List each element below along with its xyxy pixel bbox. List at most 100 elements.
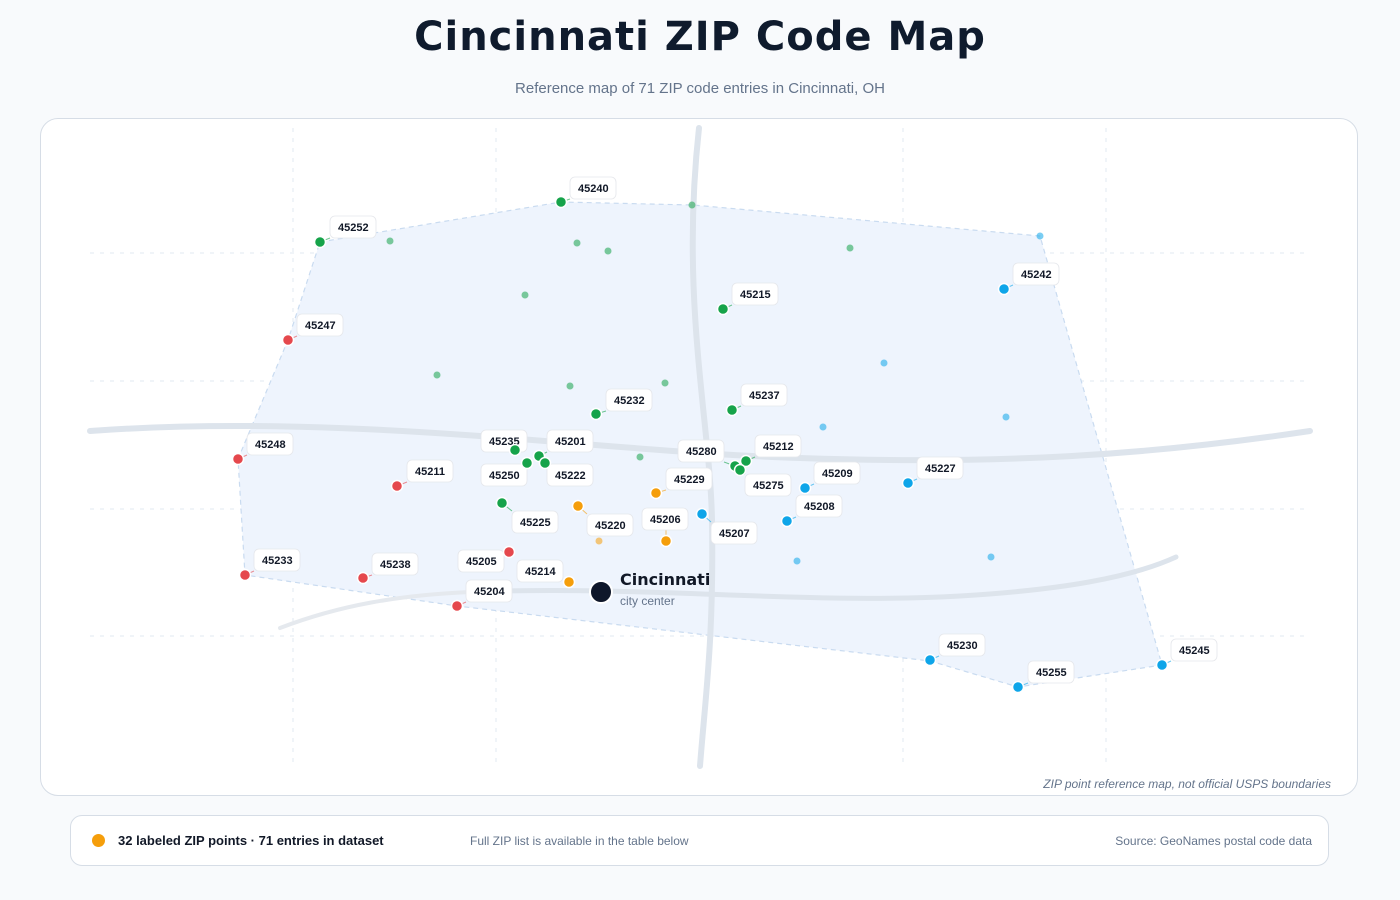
zip-label: 45255: [1036, 667, 1067, 679]
minor-zip-dot: [1036, 232, 1044, 240]
zip-label: 45220: [595, 520, 626, 532]
zip-point-45247[interactable]: [281, 333, 295, 347]
zip-point-45233[interactable]: [238, 568, 252, 582]
zip-label-box: [371, 552, 419, 576]
zip-label-box: [546, 429, 594, 453]
minor-zip-dot: [386, 237, 394, 245]
zip-label-box: [813, 461, 861, 485]
legend-dot-icon: [92, 834, 105, 847]
zip-point-45250[interactable]: [520, 456, 534, 470]
legend-bar: 32 labeled ZIP points · 71 entries in da…: [70, 815, 1329, 866]
zip-label-box: [754, 434, 802, 458]
zip-point-45238[interactable]: [356, 571, 370, 585]
city-center-caption: city center: [620, 594, 675, 608]
zip-point-45207[interactable]: [695, 507, 709, 521]
minor-zip-dot: [636, 453, 644, 461]
zip-label: 45242: [1021, 269, 1052, 281]
zip-label-box: [546, 463, 594, 487]
page-title: Cincinnati ZIP Code Map: [414, 14, 986, 60]
zip-point-45230[interactable]: [923, 653, 937, 667]
minor-zip-dot: [433, 371, 441, 379]
zip-point-45220[interactable]: [571, 499, 585, 513]
zip-label-box: [1170, 638, 1218, 662]
zip-label-box: [938, 633, 986, 657]
minor-zip-dot: [573, 239, 581, 247]
zip-point-45222[interactable]: [538, 456, 552, 470]
zip-point-45237[interactable]: [725, 403, 739, 417]
zip-label-box: [731, 282, 779, 306]
city-center-marker[interactable]: Cincinnati city center: [589, 570, 710, 608]
city-center-name: Cincinnati: [620, 570, 710, 589]
zip-point-45211[interactable]: [390, 479, 404, 493]
zip-point-45240[interactable]: [554, 195, 568, 209]
zip-label-box: [1012, 262, 1060, 286]
zip-label: 45212: [763, 441, 794, 453]
minor-zip-dot: [566, 382, 574, 390]
zip-point-45242[interactable]: [997, 282, 1011, 296]
zip-label: 45201: [555, 436, 586, 448]
zip-point-45209[interactable]: [798, 481, 812, 495]
zip-label-box: [511, 510, 559, 534]
zip-point-45245[interactable]: [1155, 658, 1169, 672]
zip-label: 45214: [525, 566, 556, 578]
zip-point-45229[interactable]: [649, 486, 663, 500]
minor-zip-dot: [793, 557, 801, 565]
zip-label-box: [916, 456, 964, 480]
city-center-dot[interactable]: [589, 580, 613, 604]
zip-callouts: 45240 45252 45215 45242 45247 45232 45237 45248…: [237, 176, 1218, 688]
zip-label-box: [465, 579, 513, 603]
zip-label-box: [516, 559, 564, 583]
zip-label: 45245: [1179, 645, 1210, 657]
zip-label-box: [480, 463, 528, 487]
zip-label-box: [406, 459, 454, 483]
minor-zip-dot: [880, 359, 888, 367]
zip-point-45275[interactable]: [733, 463, 747, 477]
zip-label: 45205: [466, 556, 497, 568]
zip-point-45204[interactable]: [450, 599, 464, 613]
zip-label: 45247: [305, 320, 336, 332]
zip-point-45225[interactable]: [495, 496, 509, 510]
zip-label: 45233: [262, 555, 293, 567]
zip-point-45235[interactable]: [508, 443, 522, 457]
zip-point-45227[interactable]: [901, 476, 915, 490]
legend-source: Source: GeoNames postal code data: [1115, 834, 1312, 848]
zip-label: 45211: [415, 466, 445, 478]
road-southwest: [278, 590, 472, 630]
zip-label-box: [744, 473, 792, 497]
zip-point-45208[interactable]: [780, 514, 794, 528]
zip-label-box: [710, 521, 758, 545]
zip-label-box: [569, 176, 617, 200]
zip-label: 45275: [753, 480, 784, 492]
legend-count: 32 labeled ZIP points · 71 entries in da…: [118, 833, 384, 848]
minor-zip-dot: [846, 244, 854, 252]
zip-point-45212[interactable]: [739, 454, 753, 468]
zip-label: 45230: [947, 640, 978, 652]
zip-point-45205[interactable]: [502, 545, 516, 559]
zip-label: 45209: [822, 468, 853, 480]
zip-point-45252[interactable]: [313, 235, 327, 249]
zip-label-box: [329, 215, 377, 239]
zip-label-box: [641, 507, 689, 531]
minor-zip-dot: [987, 553, 995, 561]
zip-point-45214[interactable]: [562, 575, 576, 589]
zip-point-45206[interactable]: [659, 534, 673, 548]
zip-label: 45232: [614, 395, 645, 407]
zip-label: 45215: [740, 289, 771, 301]
zip-label: 45252: [338, 222, 369, 234]
zip-label: 45238: [380, 559, 411, 571]
minor-zip-dot: [819, 423, 827, 431]
zip-point-45215[interactable]: [716, 302, 730, 316]
zip-label: 45250: [489, 470, 520, 482]
zip-label-box: [677, 439, 725, 463]
zip-label-box: [457, 549, 505, 573]
minor-zip-dot: [688, 201, 696, 209]
zip-label-box: [795, 494, 843, 518]
zip-label-box: [1027, 660, 1075, 684]
zip-point-45255[interactable]: [1011, 680, 1025, 694]
zip-label: 45227: [925, 463, 956, 475]
zip-label: 45229: [674, 474, 705, 486]
zip-point-45248[interactable]: [231, 452, 245, 466]
road-north-south: [689, 125, 716, 769]
zip-point-45232[interactable]: [589, 407, 603, 421]
